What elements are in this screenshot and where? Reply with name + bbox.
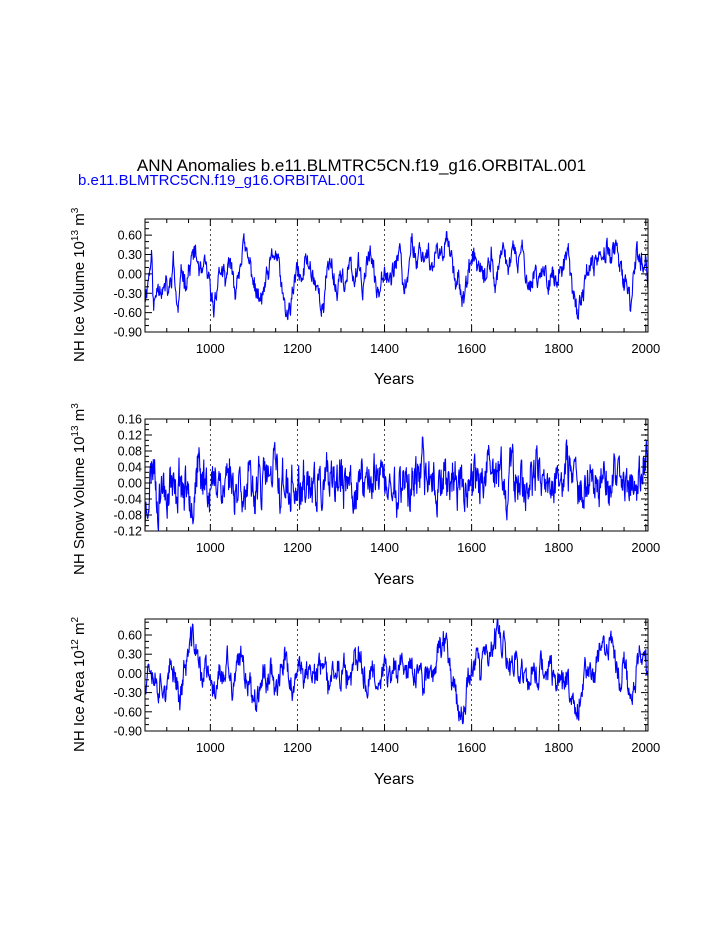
ice-volume-xlabel: Years [373, 371, 415, 388]
ice-volume-xtick-label-1400: 1400 [370, 341, 399, 356]
ice-area-xtick-label-1600: 1600 [457, 740, 486, 755]
snow-volume-xtick-label-1800: 1800 [544, 540, 573, 555]
ice-volume-ytick-label-3: 0.00 [118, 267, 142, 281]
snow-volume-ytick-label-1: -0.08 [114, 509, 143, 523]
ice-area-xtick-label-1200: 1200 [283, 740, 312, 755]
ice-volume-ytick-label-2: -0.30 [114, 287, 143, 301]
snow-volume-ytick-label-0: -0.12 [114, 525, 143, 539]
ice-area-xtick-label-1000: 1000 [196, 740, 225, 755]
snow-volume-series-line [144, 436, 649, 532]
ice-area-xtick-label-2000: 2000 [631, 740, 660, 755]
ice-volume-xtick-label-1000: 1000 [196, 341, 225, 356]
ice-area-ytick-label-5: 0.60 [118, 629, 142, 643]
ice-area-ytick-label-4: 0.30 [118, 648, 142, 662]
snow-volume-xtick-label-1400: 1400 [370, 540, 399, 555]
ice-volume-series-line [144, 230, 649, 321]
chart-subtitle: b.e11.BLMTRC5CN.f19_g16.ORBITAL.001 [78, 172, 366, 189]
ice-area-ytick-label-0: -0.90 [114, 725, 143, 739]
ice-volume-plot-frame [144, 218, 649, 333]
ice-volume-xtick-label-1600: 1600 [457, 341, 486, 356]
snow-volume-ytick-label-6: 0.12 [118, 429, 142, 443]
ice-area-series-line [144, 618, 649, 725]
snow-volume-ytick-label-5: 0.08 [118, 445, 142, 459]
ice-area-ytick-label-3: 0.00 [118, 667, 142, 681]
snow-volume-plot-frame [144, 418, 649, 532]
ice-area-ytick-label-1: -0.60 [114, 705, 143, 719]
snow-volume-xlabel: Years [373, 571, 415, 588]
ice-area-xtick-label-1800: 1800 [544, 740, 573, 755]
ice-volume-xtick-label-2000: 2000 [631, 341, 660, 356]
ice-area-xlabel: Years [373, 771, 415, 788]
ice-volume-ytick-label-1: -0.60 [114, 306, 143, 320]
snow-volume-xtick-label-2000: 2000 [631, 540, 660, 555]
ice-area-ytick-label-2: -0.30 [114, 686, 143, 700]
snow-volume-ytick-label-3: 0.00 [118, 477, 142, 491]
snow-volume-ytick-label-4: 0.04 [118, 461, 142, 475]
ice-area-plot-frame [144, 618, 649, 732]
ice-volume-ytick-label-0: -0.90 [114, 326, 143, 340]
snow-volume-ytick-label-2: -0.04 [114, 493, 143, 507]
snow-volume-ytick-label-7: 0.16 [118, 413, 142, 427]
ice-volume-xtick-label-1800: 1800 [544, 341, 573, 356]
ice-volume-xtick-label-1200: 1200 [283, 341, 312, 356]
snow-volume-xtick-label-1200: 1200 [283, 540, 312, 555]
snow-volume-xtick-label-1600: 1600 [457, 540, 486, 555]
ice-volume-ytick-label-4: 0.30 [118, 248, 142, 262]
snow-volume-xtick-label-1000: 1000 [196, 540, 225, 555]
ice-area-xtick-label-1400: 1400 [370, 740, 399, 755]
ice-volume-ytick-label-5: 0.60 [118, 229, 142, 243]
chart-title: ANN Anomalies b.e11.BLMTRC5CN.f19_g16.OR… [136, 156, 587, 175]
